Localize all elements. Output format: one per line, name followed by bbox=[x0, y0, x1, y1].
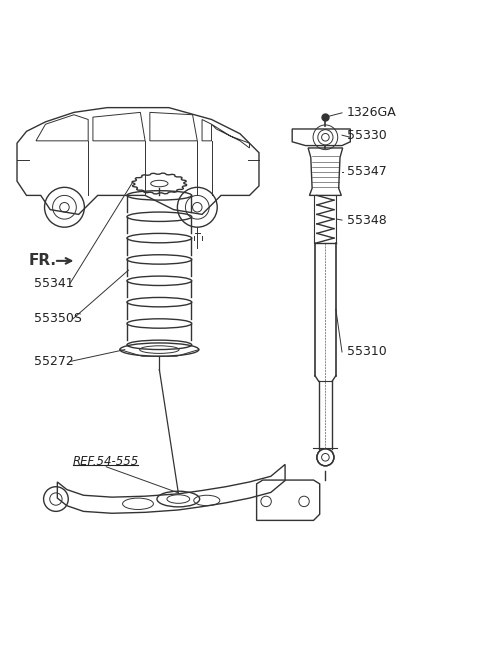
Text: 55272: 55272 bbox=[34, 355, 73, 368]
Text: 55348: 55348 bbox=[347, 214, 386, 226]
Text: 55310: 55310 bbox=[347, 345, 386, 358]
Text: FR.: FR. bbox=[29, 254, 57, 269]
Text: 55347: 55347 bbox=[347, 165, 386, 178]
Text: 55350S: 55350S bbox=[34, 313, 82, 325]
Text: REF.54-555: REF.54-555 bbox=[73, 455, 139, 468]
Text: 55330: 55330 bbox=[347, 129, 386, 142]
Text: 1326GA: 1326GA bbox=[347, 106, 396, 119]
Text: 55341: 55341 bbox=[34, 277, 73, 290]
